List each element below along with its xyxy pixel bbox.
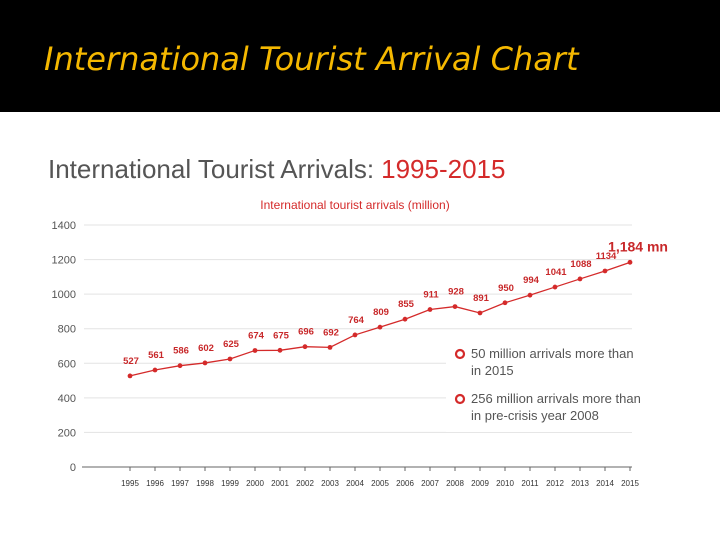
data-label: 674 bbox=[248, 330, 265, 341]
x-tick-label: 2002 bbox=[296, 479, 314, 488]
x-tick-label: 2013 bbox=[571, 479, 589, 488]
x-axis: 1995 1996 1997 1998 1999 2000 2001 2002 2003 2004… bbox=[82, 466, 639, 488]
data-point bbox=[277, 347, 283, 353]
data-labels: 527 561 586 602 625 674 675 696 692 764 809 855 911 9… bbox=[123, 238, 668, 367]
data-label: 625 bbox=[223, 339, 240, 350]
x-tick-label: 1998 bbox=[196, 479, 214, 488]
data-point bbox=[602, 268, 608, 274]
x-tick-label: 2003 bbox=[321, 479, 339, 488]
note-text-line2: in pre-crisis year 2008 bbox=[471, 408, 599, 423]
data-label: 1088 bbox=[570, 259, 591, 270]
x-tick-label: 2008 bbox=[446, 479, 464, 488]
data-point bbox=[477, 310, 483, 316]
y-tick-label: 400 bbox=[58, 393, 76, 405]
data-point bbox=[227, 356, 233, 362]
note-bullet-icon bbox=[454, 393, 466, 405]
y-axis: 0 200 400 600 800 1000 1200 1400 bbox=[52, 220, 76, 474]
chart-title: International Tourist Arrivals: 1995-2015 bbox=[48, 154, 505, 184]
x-tick-label: 1997 bbox=[171, 479, 189, 488]
chart-title-range: 1995-2015 bbox=[381, 154, 505, 184]
data-point bbox=[352, 332, 358, 338]
x-tick-label: 2005 bbox=[371, 479, 389, 488]
data-label: 696 bbox=[298, 327, 314, 338]
data-point bbox=[177, 363, 183, 369]
y-tick-label: 200 bbox=[58, 427, 76, 439]
x-tick-label: 2000 bbox=[246, 479, 264, 488]
slide-title: International Tourist Arrival Chart bbox=[44, 40, 579, 78]
data-point bbox=[377, 324, 383, 330]
data-point bbox=[577, 276, 583, 282]
x-tick-label: 2006 bbox=[396, 479, 414, 488]
tourist-arrivals-chart: International Tourist Arrivals: 1995-2015… bbox=[48, 154, 668, 488]
x-tick-label: 2001 bbox=[271, 479, 289, 488]
data-point bbox=[402, 316, 408, 322]
x-tick-label: 2012 bbox=[546, 479, 564, 488]
y-tick-label: 1000 bbox=[52, 289, 76, 301]
x-tick-label: 2009 bbox=[471, 479, 489, 488]
data-label: 928 bbox=[448, 287, 464, 298]
data-label: 994 bbox=[523, 275, 540, 286]
data-label: 1041 bbox=[545, 267, 567, 278]
data-label-last: 1,184 mn bbox=[608, 238, 668, 254]
note-text-line1: 50 million arrivals more than bbox=[471, 346, 634, 361]
note-text-line1: 256 million arrivals more than bbox=[471, 391, 641, 406]
x-tick-label: 2015 bbox=[621, 479, 639, 488]
data-point bbox=[327, 344, 333, 350]
y-tick-label: 800 bbox=[58, 324, 76, 336]
gridlines bbox=[84, 224, 632, 433]
data-point bbox=[202, 360, 208, 366]
data-point bbox=[427, 307, 433, 312]
data-point bbox=[502, 300, 508, 306]
x-tick-label: 2007 bbox=[421, 479, 439, 488]
y-tick-label: 600 bbox=[58, 358, 76, 370]
data-point bbox=[302, 344, 308, 350]
data-label: 809 bbox=[373, 307, 389, 318]
data-label: 911 bbox=[423, 290, 439, 301]
series-arrivals bbox=[127, 259, 633, 379]
data-label: 692 bbox=[323, 327, 339, 338]
data-label: 675 bbox=[273, 330, 290, 341]
x-tick-label: 1995 bbox=[121, 479, 139, 488]
y-tick-label: 0 bbox=[70, 462, 76, 474]
x-tick-label: 2014 bbox=[596, 479, 614, 488]
x-tick-label: 2010 bbox=[496, 479, 514, 488]
data-point bbox=[552, 284, 558, 290]
data-point bbox=[527, 292, 533, 298]
data-label: 855 bbox=[398, 299, 415, 310]
data-point bbox=[127, 373, 133, 379]
x-tick-label: 2004 bbox=[346, 479, 364, 488]
data-label: 1134 bbox=[596, 251, 617, 262]
data-label: 561 bbox=[148, 350, 165, 361]
x-tick-label: 2011 bbox=[521, 479, 539, 488]
data-label: 891 bbox=[473, 293, 490, 304]
data-point bbox=[627, 259, 633, 265]
x-tick-label: 1999 bbox=[221, 479, 239, 488]
note-bullet-icon bbox=[454, 348, 466, 360]
data-label: 527 bbox=[123, 356, 139, 367]
data-label: 602 bbox=[198, 343, 214, 354]
chart-subtitle: International tourist arrivals (million) bbox=[260, 198, 449, 212]
y-tick-label: 1200 bbox=[52, 255, 76, 267]
x-tick-label: 1996 bbox=[146, 479, 164, 488]
data-point bbox=[252, 348, 258, 353]
note-text-line2: in 2015 bbox=[471, 363, 514, 378]
chart-title-main: International Tourist Arrivals: bbox=[48, 154, 374, 184]
notes-box bbox=[446, 344, 636, 432]
data-point bbox=[452, 304, 458, 309]
chart-notes: 50 million arrivals more than in 2015 256 … bbox=[446, 344, 641, 432]
y-tick-label: 1400 bbox=[52, 220, 76, 232]
slide-header: International Tourist Arrival Chart bbox=[0, 0, 720, 112]
data-label: 950 bbox=[498, 283, 514, 294]
data-label: 764 bbox=[348, 315, 365, 326]
data-point bbox=[152, 367, 158, 373]
data-label: 586 bbox=[173, 346, 189, 357]
